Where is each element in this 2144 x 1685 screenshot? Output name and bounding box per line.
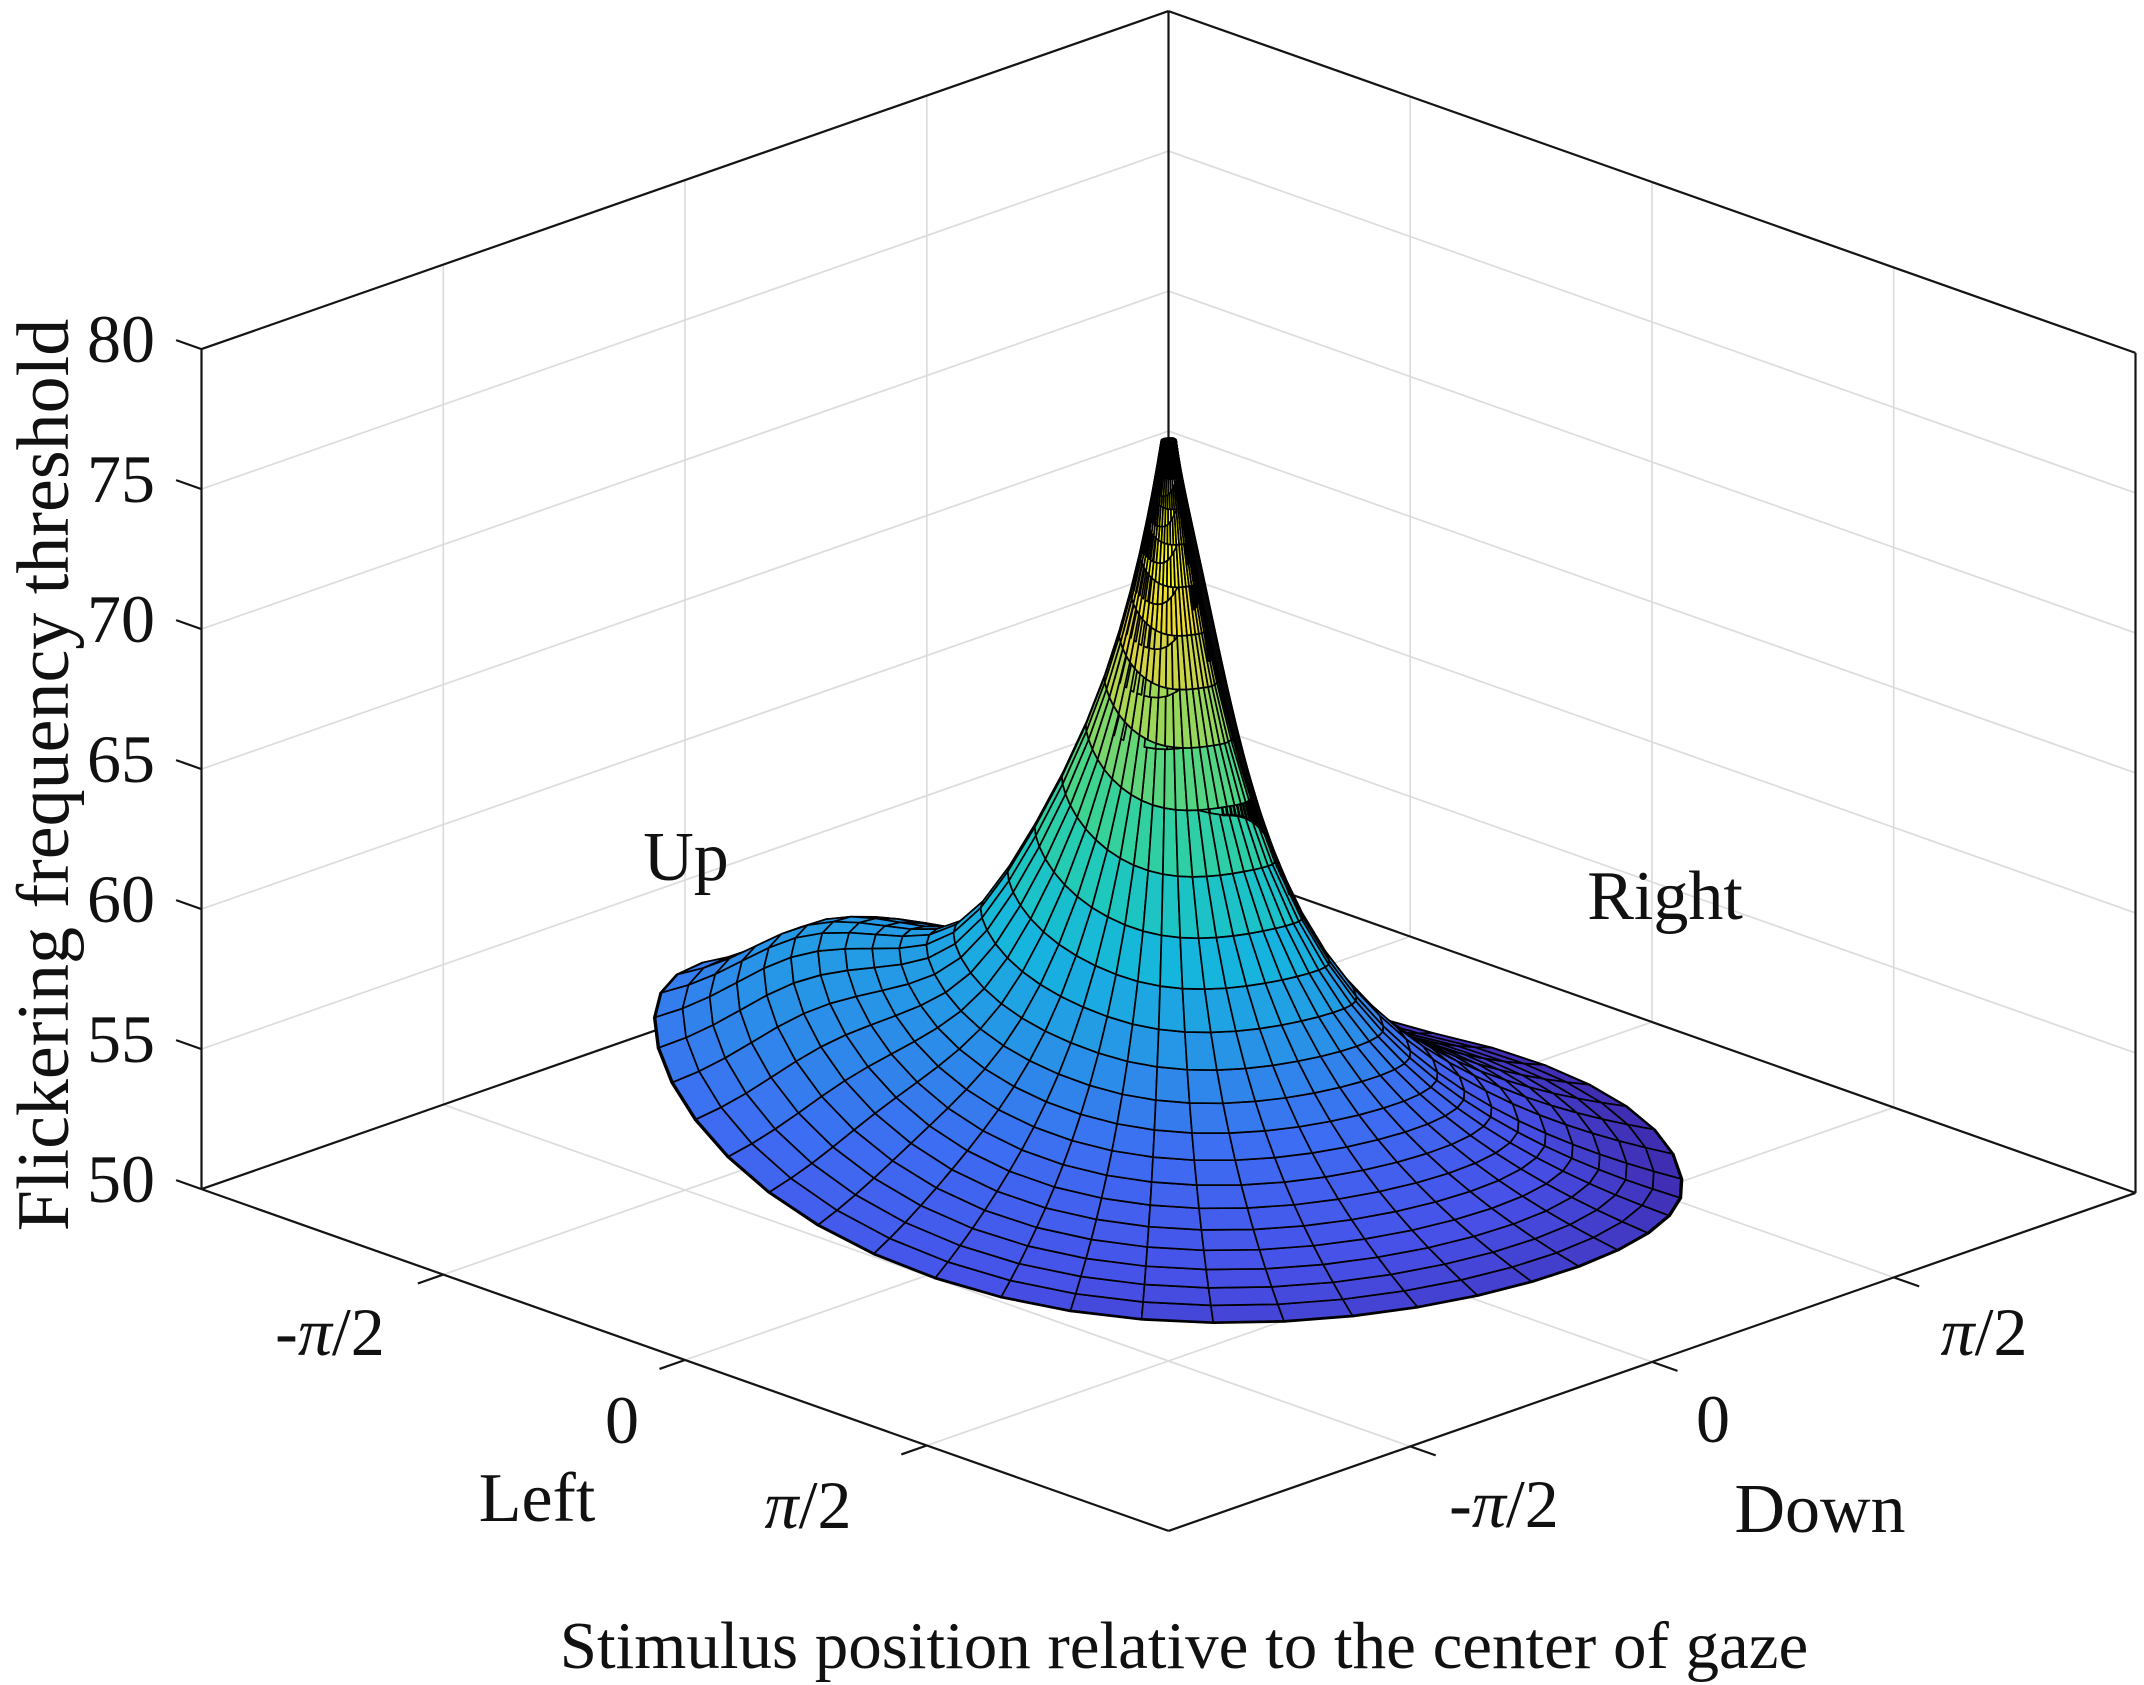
svg-text:π/2: π/2: [765, 1467, 852, 1543]
svg-text:Stimulus position relative to: Stimulus position relative to the center…: [560, 1609, 1808, 1683]
svg-text:π/2: π/2: [1941, 1294, 2028, 1370]
svg-text:0: 0: [1696, 1381, 1730, 1457]
svg-text:50: 50: [87, 1141, 155, 1217]
svg-text:Left: Left: [479, 1460, 596, 1537]
svg-text:-π/2: -π/2: [1449, 1466, 1559, 1542]
svg-text:Flickering frequency threshold: Flickering frequency threshold: [3, 319, 85, 1231]
svg-text:-π/2: -π/2: [275, 1294, 385, 1370]
svg-text:Up: Up: [643, 819, 729, 896]
svg-text:80: 80: [87, 301, 155, 377]
svg-text:Right: Right: [1587, 858, 1743, 935]
svg-text:70: 70: [87, 581, 155, 657]
svg-text:Down: Down: [1734, 1471, 1905, 1548]
svg-text:60: 60: [87, 861, 155, 937]
svg-text:55: 55: [87, 1001, 155, 1077]
svg-text:65: 65: [87, 721, 155, 797]
svg-text:0: 0: [605, 1382, 639, 1458]
svg-text:75: 75: [87, 441, 155, 517]
